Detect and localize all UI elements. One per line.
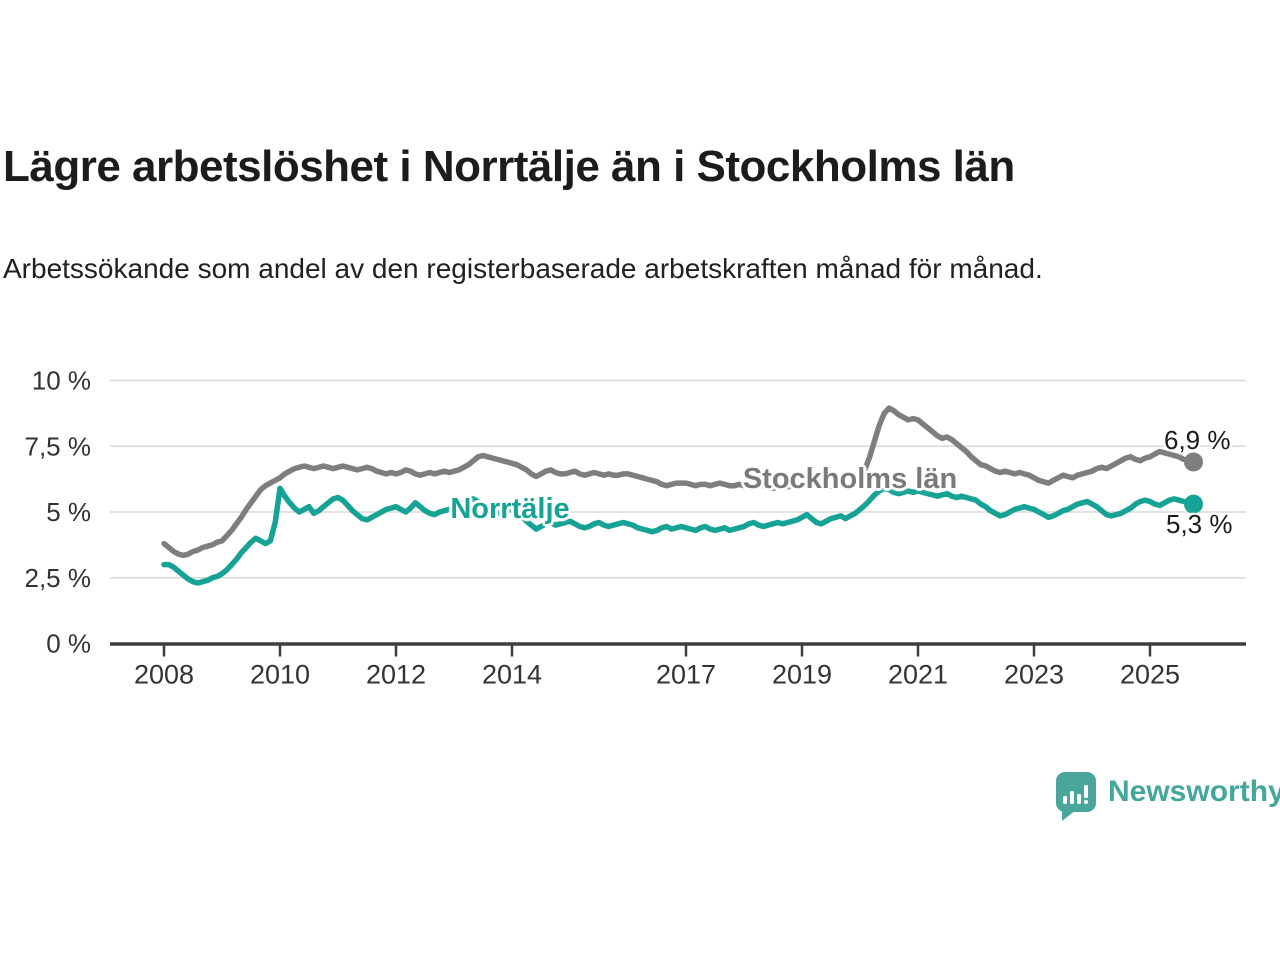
series-end-dot [1184,452,1203,472]
y-tick-label: 5 % [46,497,91,527]
x-tick-label: 2014 [482,660,542,690]
newsworthy-logo-icon [1056,772,1096,821]
x-tick-label: 2019 [772,660,832,690]
newsworthy-logo-text: Newsworthy [1108,775,1280,808]
bar-chart-icon [1063,785,1088,804]
end-value-stockholms-lan: 6,9 % [1164,425,1231,455]
y-tick-label: 0 % [46,629,91,659]
series-label-norrtalje: Norrtälje [450,493,570,525]
x-tick-label: 2023 [1004,660,1064,690]
chart-subtitle: Arbetssökande som andel av den registerb… [3,253,1043,284]
x-tick-label: 2025 [1120,660,1180,690]
series-line-norrt-lje [161,485,1197,586]
x-tick-label: 2008 [134,660,194,690]
y-tick-label: 7,5 % [25,431,92,461]
x-tick-label: 2010 [250,660,310,690]
exclamation-icon [1084,785,1088,804]
series-label-stockholms-lan: Stockholms län [742,463,958,495]
x-tick-label: 2017 [656,660,716,690]
series-end-dot [1184,494,1203,514]
y-tick-label: 2,5 % [25,563,92,593]
y-tick-label: 10 % [32,366,91,396]
x-tick-label: 2021 [888,660,948,690]
newsworthy-logo: Newsworthy [1056,772,1280,821]
chart-title: Lägre arbetslöshet i Norrtälje än i Stoc… [3,142,1015,191]
end-value-norrtalje: 5,3 % [1166,509,1233,539]
series-line-stockholms-l-n [161,405,1197,559]
x-tick-label: 2012 [366,660,426,690]
